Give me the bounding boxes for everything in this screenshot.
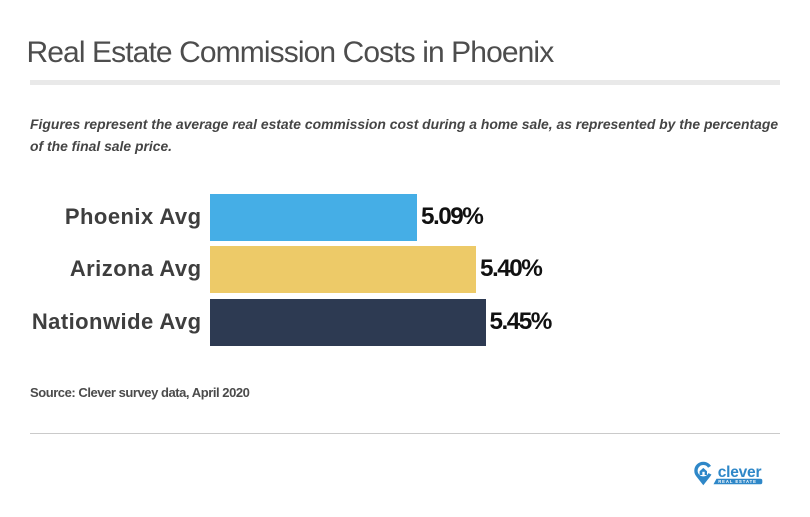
- svg-text:clever: clever: [718, 464, 762, 481]
- svg-text:REAL ESTATE: REAL ESTATE: [718, 479, 757, 484]
